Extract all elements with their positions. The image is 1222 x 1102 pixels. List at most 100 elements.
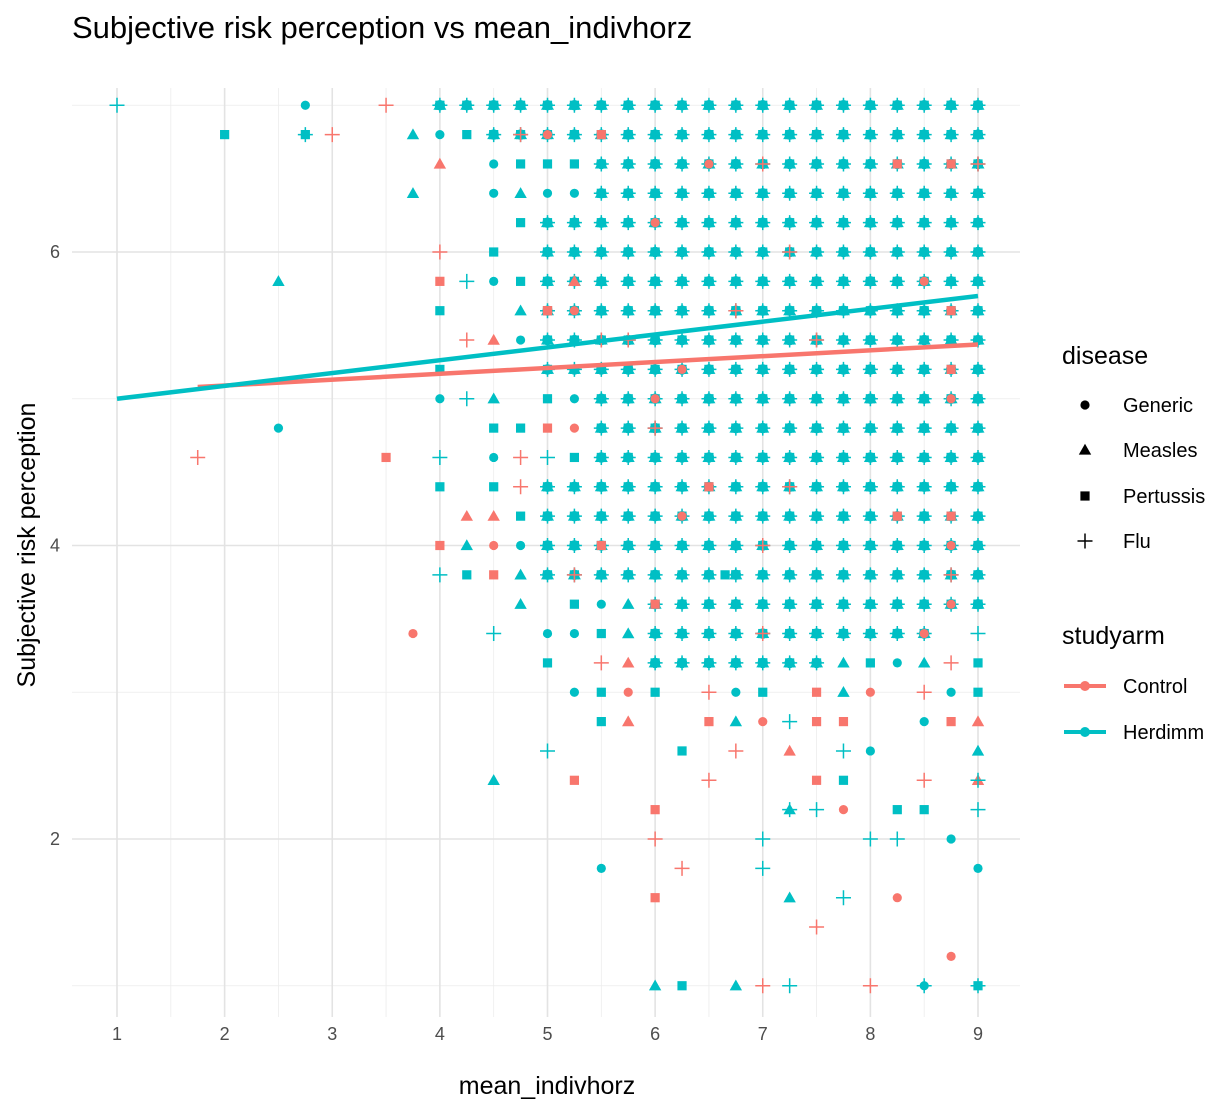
data-point-cluster	[701, 361, 717, 377]
data-point	[489, 423, 499, 433]
data-point	[729, 979, 743, 991]
data-point-cluster-plus	[701, 567, 717, 583]
data-point-cluster	[566, 215, 582, 231]
data-point-cluster-plus	[916, 538, 932, 553]
data-point-cluster-plus	[566, 97, 582, 113]
data-point-cluster-plus	[889, 273, 905, 289]
data-point-cluster	[620, 127, 636, 143]
data-point	[435, 540, 445, 551]
data-point-cluster	[782, 273, 798, 289]
data-point-cluster-plus	[620, 391, 636, 407]
data-point-cluster	[970, 273, 986, 289]
data-point	[946, 540, 956, 551]
data-point-cluster-plus	[728, 655, 744, 671]
data-point	[758, 658, 768, 668]
data-point-cluster	[728, 127, 744, 143]
data-point-cluster	[755, 244, 771, 260]
data-point-cluster	[782, 596, 798, 612]
data-point-cluster-plus	[889, 361, 905, 377]
data-point-cluster-plus	[889, 626, 905, 642]
data-point-cluster-plus	[674, 538, 690, 553]
data-point-cluster-plus	[593, 449, 609, 465]
data-point-cluster	[782, 508, 798, 524]
data-point-cluster	[647, 332, 663, 348]
x-tick-label: 1	[112, 1024, 122, 1044]
data-point-cluster	[755, 273, 771, 289]
data-point	[569, 628, 580, 639]
data-point-cluster-plus	[970, 215, 986, 231]
data-point-cluster-plus	[835, 244, 851, 260]
data-point-cluster-plus	[889, 332, 905, 348]
data-point-cluster	[728, 508, 744, 524]
data-point	[378, 97, 394, 113]
data-point-cluster	[728, 361, 744, 377]
studyarm-legend-title: studyarm	[1062, 622, 1165, 650]
data-point-cluster	[835, 127, 851, 143]
data-point	[569, 188, 580, 198]
data-point	[783, 891, 796, 903]
data-point-cluster-plus	[835, 97, 851, 113]
data-point	[889, 831, 905, 847]
data-point-cluster-plus	[970, 303, 986, 319]
x-tick-label: 2	[220, 1024, 230, 1044]
data-point-cluster	[701, 567, 717, 583]
data-point-cluster	[728, 273, 744, 289]
data-point-cluster-plus	[862, 244, 878, 260]
data-point-cluster	[593, 244, 609, 260]
data-point-cluster	[916, 420, 932, 436]
data-point-cluster-plus	[943, 420, 959, 436]
data-point-cluster-plus	[540, 538, 555, 553]
x-tick-label: 5	[542, 1024, 552, 1044]
data-point-cluster-plus	[782, 626, 798, 642]
data-point	[731, 570, 741, 580]
disease-legend-title: disease	[1062, 342, 1148, 370]
data-point-cluster	[782, 391, 798, 407]
data-point	[892, 511, 902, 521]
data-point-cluster	[728, 538, 744, 553]
studyarm-legend: studyarm Control Herdimm	[1062, 622, 1204, 744]
data-point-cluster-plus	[889, 479, 905, 495]
data-point-cluster	[540, 273, 555, 289]
data-point-cluster	[701, 391, 717, 407]
data-point-cluster	[782, 567, 798, 583]
data-point	[677, 746, 687, 756]
data-point-cluster	[782, 127, 798, 143]
data-point-cluster-plus	[755, 244, 771, 260]
data-point-cluster	[674, 127, 690, 143]
data-point-cluster-plus	[540, 215, 555, 231]
data-point-cluster	[432, 97, 448, 113]
data-point-cluster	[620, 273, 636, 289]
data-point	[650, 687, 660, 697]
data-point	[433, 157, 447, 169]
data-point-cluster-plus	[916, 361, 932, 377]
data-point	[542, 658, 553, 668]
data-point-cluster	[755, 508, 771, 524]
data-point-cluster-plus	[970, 479, 986, 495]
data-point-cluster-plus	[728, 215, 744, 231]
data-point-cluster-plus	[889, 596, 905, 612]
data-point	[622, 715, 635, 727]
data-point-cluster	[728, 420, 744, 436]
data-point	[916, 978, 932, 994]
data-point-cluster-plus	[809, 479, 825, 495]
data-point	[838, 775, 849, 785]
data-point-cluster-plus	[809, 420, 825, 436]
data-point-cluster-plus	[862, 626, 878, 642]
data-point	[489, 159, 499, 169]
data-point-cluster	[593, 156, 609, 172]
data-point-cluster	[755, 391, 771, 407]
data-point	[487, 392, 500, 404]
data-point-cluster-plus	[862, 538, 878, 553]
data-point-cluster	[620, 420, 636, 436]
data-point-cluster-plus	[701, 626, 717, 642]
data-point	[596, 687, 606, 697]
data-point-cluster	[701, 332, 717, 348]
data-point-cluster	[620, 567, 636, 583]
legend-key-measles	[1078, 443, 1092, 455]
data-point	[513, 449, 529, 465]
data-point-cluster	[540, 538, 555, 553]
data-point-cluster-plus	[728, 244, 744, 260]
data-point-cluster	[889, 538, 905, 553]
data-point	[515, 511, 526, 521]
data-point-cluster-plus	[728, 127, 744, 143]
